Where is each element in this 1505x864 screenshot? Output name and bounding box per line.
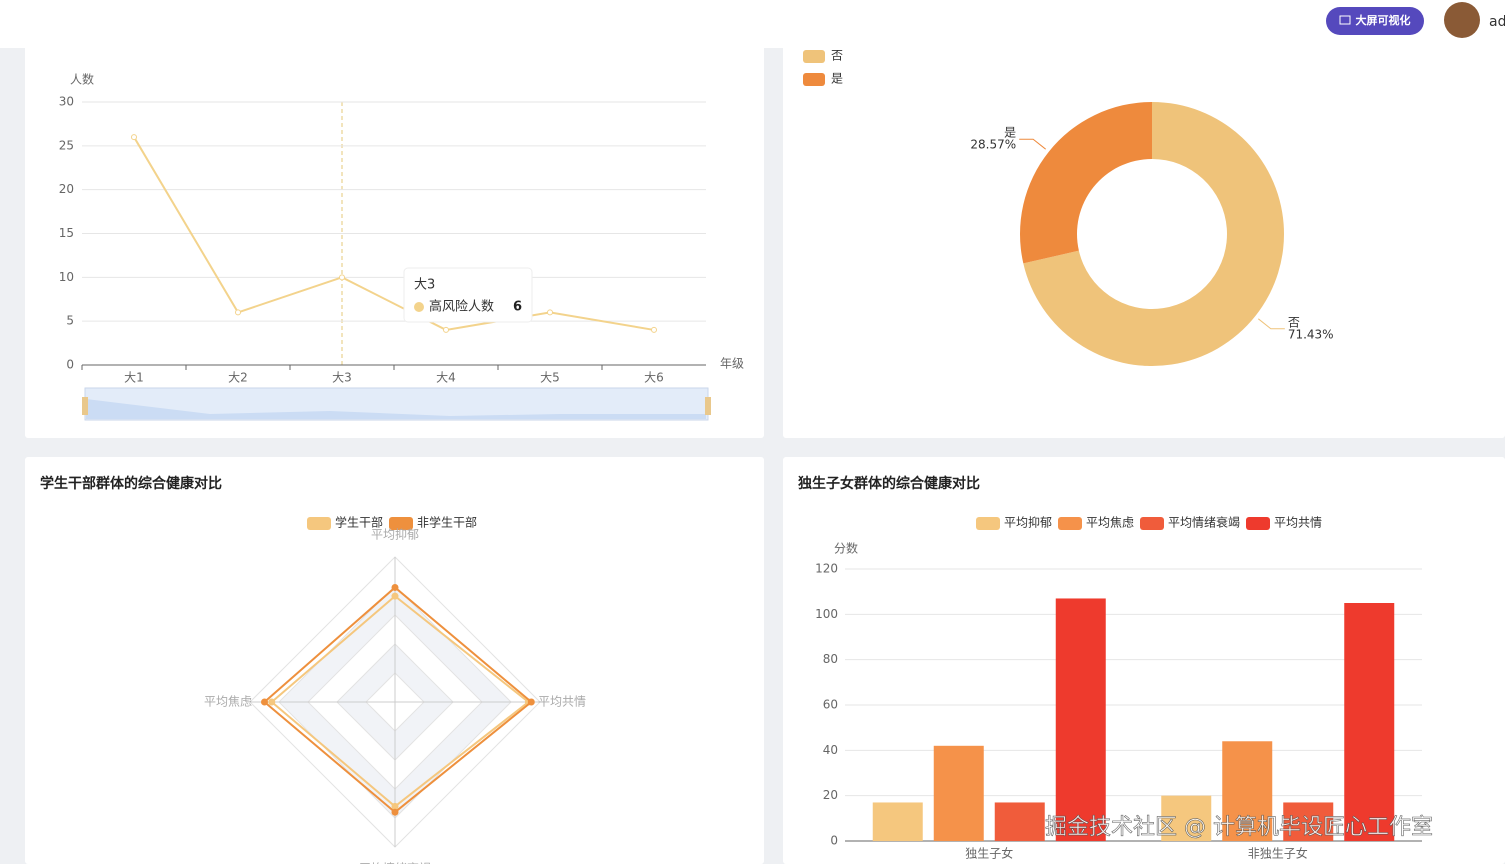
x-axis-title: 年级	[720, 357, 744, 371]
y-tick-label: 15	[59, 226, 74, 240]
tooltip: 大3 高风险人数 6	[403, 267, 533, 323]
legend-swatch	[307, 517, 331, 530]
legend-label: 非学生干部	[417, 515, 477, 530]
y-tick-label: 20	[59, 182, 74, 196]
legend-label: 平均情绪衰竭	[1168, 515, 1240, 530]
x-tick-label: 大5	[540, 371, 560, 385]
radar-point	[527, 698, 535, 706]
legend-label: 平均焦虑	[1086, 516, 1134, 530]
bar	[1344, 603, 1395, 841]
x-tick-label: 大2	[228, 371, 248, 385]
legend-swatch	[976, 517, 1000, 530]
point	[131, 134, 137, 141]
zoom-handle[interactable]	[705, 397, 711, 415]
y-axis-title: 人数	[70, 72, 94, 87]
radar-point	[261, 698, 268, 706]
y-tick-label: 60	[823, 698, 838, 712]
watermark: 掘金技术社区 @ 计算机毕设匠心工作室	[1045, 815, 1433, 840]
tooltip-title: 大3	[414, 278, 435, 293]
tooltip-value: 6	[513, 300, 522, 315]
button-icon	[1339, 15, 1351, 25]
bar	[1055, 598, 1106, 841]
panel	[783, 40, 1505, 438]
y-tick-label: 10	[59, 270, 74, 284]
y-tick-label: 0	[66, 358, 74, 372]
legend-swatch	[803, 50, 825, 63]
radar-point	[391, 802, 399, 810]
indicator-label: 平均共情	[538, 695, 586, 709]
y-tick-label: 0	[830, 834, 838, 848]
slice-name: 否	[1288, 315, 1300, 329]
y-tick-label: 40	[823, 743, 838, 757]
line	[133, 136, 655, 331]
point	[443, 326, 449, 333]
legend-label: 平均抑郁	[1004, 515, 1052, 530]
legend-swatch	[1246, 517, 1270, 530]
legend-label: 平均共情	[1274, 516, 1322, 530]
y-tick-label: 80	[823, 652, 838, 666]
tooltip-box	[403, 267, 533, 323]
button-text[interactable]: 大屏可视化	[1356, 13, 1411, 27]
x-tick-label: 大1	[124, 371, 144, 385]
indicator-label: 平均抑郁	[371, 527, 419, 542]
dashboard-button[interactable]	[1326, 7, 1424, 35]
radar-point	[391, 808, 399, 816]
legend-swatch	[1058, 517, 1082, 530]
chart-title: 学生干部群体的综合健康对比	[40, 475, 222, 492]
legend-label: 否	[831, 49, 843, 63]
radar-point	[391, 583, 399, 591]
radar-point	[268, 698, 276, 706]
panel	[25, 40, 764, 438]
x-tick-label: 大4	[436, 371, 456, 385]
x-tick-label: 独生子女	[965, 846, 1013, 861]
legend-swatch	[803, 73, 825, 86]
slice-label: 28.57%	[970, 138, 1016, 152]
x-tick-label: 非独生子女	[1248, 846, 1308, 861]
bar	[1161, 795, 1212, 841]
slice-name: 是	[1004, 126, 1016, 140]
legend-label: 是	[831, 72, 843, 86]
bar	[994, 802, 1045, 841]
point	[235, 309, 241, 316]
y-tick-label: 25	[59, 138, 74, 152]
avatar[interactable]	[1444, 2, 1480, 38]
y-tick-label: 120	[815, 562, 838, 576]
y-tick-label: 20	[823, 788, 838, 802]
donut-slice	[1020, 102, 1152, 264]
label-line	[1019, 138, 1046, 150]
point	[651, 326, 657, 333]
legend-swatch	[1140, 517, 1164, 530]
user-name[interactable]: ad	[1489, 14, 1505, 30]
indicator-label: 平均焦虑	[204, 695, 252, 709]
slice-label: 71.43%	[1288, 327, 1334, 341]
chart-title: 独生子女群体的综合健康对比	[798, 475, 980, 492]
zoom-handle[interactable]	[82, 397, 88, 415]
tooltip-dot	[414, 302, 424, 312]
x-tick-label: 大6	[644, 371, 664, 385]
y-tick-label: 30	[59, 95, 74, 109]
bar	[933, 745, 984, 841]
donut-slice	[1023, 102, 1285, 367]
y-axis-title: 分数	[834, 541, 858, 556]
bar	[1222, 741, 1273, 841]
y-tick-label: 5	[66, 314, 74, 328]
radar-point	[391, 592, 399, 600]
bar	[1283, 802, 1334, 841]
legend-label: 学生干部	[335, 515, 383, 530]
legend-swatch	[389, 517, 413, 530]
tooltip-series: 高风险人数	[429, 299, 494, 315]
point	[339, 274, 345, 281]
y-tick-label: 100	[815, 607, 838, 621]
x-tick-label: 大3	[332, 371, 352, 385]
point	[547, 309, 553, 316]
indicator-label: 平均情绪衰竭	[359, 861, 431, 864]
label-line	[1258, 318, 1285, 330]
bar	[872, 802, 923, 841]
zoom-preview	[86, 399, 706, 419]
